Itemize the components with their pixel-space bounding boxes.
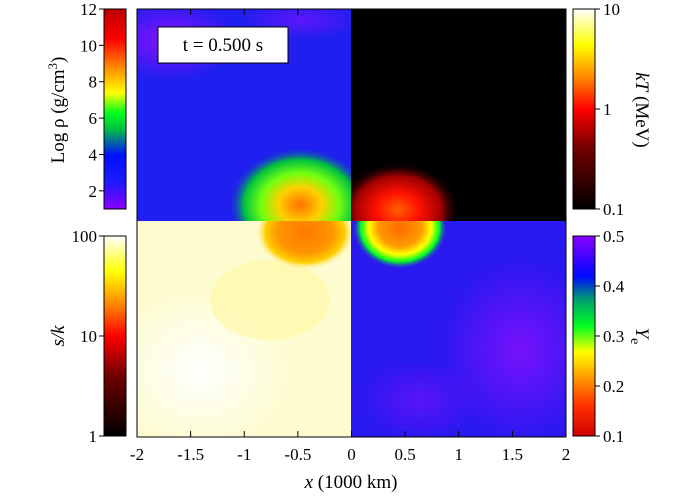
x-tick-label: -0.5 [284,445,311,464]
density-tick-label: 10 [80,36,97,55]
colorbar-temperature-label: kT (MeV) [631,72,652,147]
colorbar-ye [572,235,596,437]
svg-text:t = 0.500 s: t = 0.500 s [183,35,263,56]
ye-tick-label: 0.5 [603,227,624,246]
entropy-tick-label: 100 [72,227,98,246]
x-tick-label: 1.5 [502,445,523,464]
ye-tick-label: 0.4 [603,277,625,296]
ye-tick-label: 0.1 [603,427,624,446]
temperature-tick-label: 10 [603,0,620,19]
ye-tick-label: 0.3 [603,327,624,346]
density-tick-label: 6 [89,109,98,128]
colorbar-density [103,8,127,210]
density-tick-label: 12 [80,0,97,19]
x-tick-label: -1.5 [177,445,204,464]
colorbar-temperature [572,8,596,210]
tick-layer: -2 -1.5 -1 -0.5 0 0.5 1 1.5 2 12 10 8 6 4 2 100 10 1 10 1 0.… [72,0,625,464]
x-tick-label: 1 [455,445,464,464]
x-tick-label: -2 [130,445,144,464]
colorbar-entropy [103,235,127,437]
temperature-tick-label: 1 [603,100,612,119]
entropy-tick-label: 10 [80,327,97,346]
x-tick-label: 0 [347,445,356,464]
x-tick-label: 0.5 [395,445,416,464]
panel-entropy [137,221,351,437]
time-annotation: t = 0.500 s [157,26,289,64]
x-tick-label: 2 [562,445,571,464]
temperature-tick-label: 0.1 [603,200,624,219]
panel-temperature [351,9,566,221]
colorbar-density-label: Log ρ (g/cm3) [45,57,69,164]
density-tick-label: 2 [89,182,98,201]
x-axis-label: x (1000 km) [304,472,398,493]
density-tick-label: 4 [89,145,98,164]
x-tick-label: -1 [237,445,251,464]
density-tick-label: 8 [89,73,98,92]
panel-electron-fraction [351,221,566,437]
colorbar-entropy-label: s/k [48,325,69,347]
ye-tick-label: 0.2 [603,377,624,396]
colorbar-ye-label: Ye [627,328,652,345]
entropy-tick-label: 1 [89,427,98,446]
